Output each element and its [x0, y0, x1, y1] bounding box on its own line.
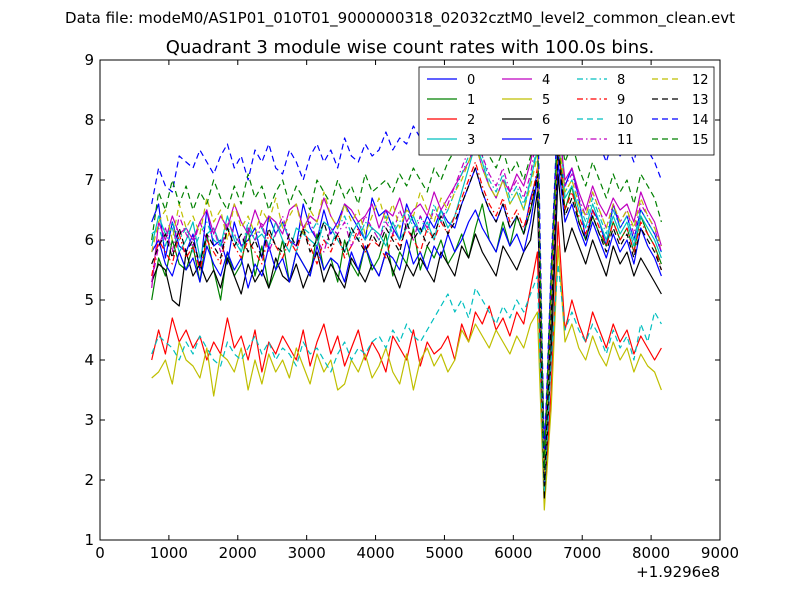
legend-label-6: 6	[542, 113, 550, 128]
legend-label-5: 5	[542, 93, 550, 108]
series-line-13	[151, 149, 662, 487]
legend-label-14: 14	[692, 113, 709, 128]
y-tick-label: 1	[84, 531, 94, 549]
legend-label-0: 0	[467, 73, 475, 88]
series-line-11	[151, 113, 662, 475]
legend-label-2: 2	[467, 113, 475, 128]
axis-ticks: 0 1000 2000 3000 4000 5000 6000 7000 8000 9000123…	[84, 51, 739, 562]
series-group	[151, 89, 662, 511]
legend-label-9: 9	[617, 93, 625, 108]
x-tick-label: 6000	[494, 544, 532, 562]
legend-label-10: 10	[617, 113, 634, 128]
legend-label-13: 13	[692, 93, 709, 108]
legend-label-15: 15	[692, 133, 709, 148]
legend-box	[418, 66, 715, 156]
y-tick-label: 7	[84, 171, 94, 189]
legend-label-11: 11	[617, 133, 634, 148]
x-tick-label: 0	[95, 544, 105, 562]
series-line-7	[151, 161, 662, 487]
series-line-2	[151, 221, 662, 505]
series-line-10	[151, 263, 662, 493]
legend-label-4: 4	[542, 73, 550, 88]
legend-label-3: 3	[467, 133, 475, 148]
chart-title: Quadrant 3 module wise count rates with …	[166, 37, 655, 58]
y-tick-label: 3	[84, 411, 94, 429]
x-tick-label: 5000	[425, 544, 463, 562]
x-tick-label: 4000	[356, 544, 394, 562]
x-offset-label: +1.9296e8	[636, 563, 720, 581]
x-tick-label: 2000	[219, 544, 257, 562]
y-tick-label: 5	[84, 291, 94, 309]
series-line-5	[151, 245, 662, 511]
x-tick-label: 8000	[632, 544, 670, 562]
x-tick-label: 3000	[288, 544, 326, 562]
series-line-4	[151, 119, 662, 469]
y-tick-label: 6	[84, 231, 94, 249]
x-tick-label: 9000	[701, 544, 739, 562]
legend-label-8: 8	[617, 73, 625, 88]
legend-label-1: 1	[467, 93, 475, 108]
y-tick-label: 2	[84, 471, 94, 489]
figure-suptitle: Data file: modeM0/AS1P01_010T01_90000003…	[65, 9, 735, 28]
legend-label-12: 12	[692, 73, 709, 88]
series-line-6	[151, 173, 662, 499]
x-tick-label: 1000	[150, 544, 188, 562]
y-tick-label: 9	[84, 51, 94, 69]
x-tick-label: 7000	[563, 544, 601, 562]
series-line-15	[151, 113, 662, 469]
series-line-12	[151, 131, 662, 481]
y-tick-label: 4	[84, 351, 94, 369]
y-tick-label: 8	[84, 111, 94, 129]
legend-label-7: 7	[542, 133, 550, 148]
